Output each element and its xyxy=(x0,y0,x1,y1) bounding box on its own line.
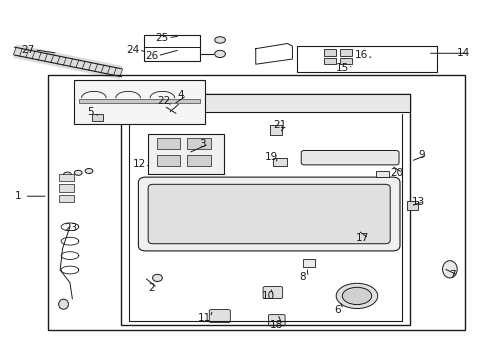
Text: 23: 23 xyxy=(64,222,78,233)
Bar xyxy=(187,138,210,149)
Ellipse shape xyxy=(342,287,371,305)
Bar xyxy=(157,138,180,149)
Bar xyxy=(148,134,224,174)
Bar xyxy=(338,226,356,236)
Text: 11: 11 xyxy=(197,312,211,323)
FancyBboxPatch shape xyxy=(301,150,398,165)
Bar xyxy=(157,155,180,166)
Ellipse shape xyxy=(214,50,225,58)
Text: 12: 12 xyxy=(132,159,146,169)
Bar xyxy=(375,171,388,177)
Bar xyxy=(92,114,102,121)
FancyBboxPatch shape xyxy=(268,315,285,326)
FancyBboxPatch shape xyxy=(138,177,399,251)
Text: 5: 5 xyxy=(87,107,94,117)
Text: 25: 25 xyxy=(155,33,169,43)
Ellipse shape xyxy=(152,274,162,282)
Text: 9: 9 xyxy=(417,150,424,160)
FancyBboxPatch shape xyxy=(263,287,282,298)
Text: 6: 6 xyxy=(333,305,340,315)
Bar xyxy=(339,58,351,64)
Ellipse shape xyxy=(85,168,93,174)
Text: 16: 16 xyxy=(354,50,368,60)
Text: 21: 21 xyxy=(272,120,286,130)
Text: 26: 26 xyxy=(144,51,158,61)
Bar xyxy=(303,259,315,267)
Ellipse shape xyxy=(442,261,456,278)
Bar xyxy=(339,49,351,56)
Bar xyxy=(324,49,336,56)
Bar xyxy=(59,195,74,202)
Ellipse shape xyxy=(183,147,192,154)
Text: 15: 15 xyxy=(335,63,348,73)
Text: 4: 4 xyxy=(177,90,184,100)
Bar xyxy=(144,35,200,61)
Text: 8: 8 xyxy=(298,272,305,282)
Ellipse shape xyxy=(336,283,377,309)
Text: 19: 19 xyxy=(264,152,278,162)
Ellipse shape xyxy=(214,37,225,43)
Text: 17: 17 xyxy=(355,233,369,243)
Text: 20: 20 xyxy=(390,168,403,178)
Bar xyxy=(269,125,282,135)
FancyBboxPatch shape xyxy=(148,184,389,244)
Bar xyxy=(297,46,436,72)
Ellipse shape xyxy=(59,299,68,309)
Text: 13: 13 xyxy=(410,197,424,207)
Text: 27: 27 xyxy=(21,45,35,55)
Bar xyxy=(272,158,286,166)
Bar xyxy=(121,94,409,325)
Text: 1: 1 xyxy=(15,191,22,201)
Text: 2: 2 xyxy=(148,283,155,293)
Text: 14: 14 xyxy=(456,48,469,58)
Text: 7: 7 xyxy=(448,270,455,280)
Bar xyxy=(187,155,210,166)
Text: 3: 3 xyxy=(199,139,206,149)
Bar xyxy=(48,75,464,330)
FancyBboxPatch shape xyxy=(209,310,230,323)
Text: 22: 22 xyxy=(157,96,170,106)
Bar xyxy=(121,94,409,112)
Text: 24: 24 xyxy=(126,45,140,55)
Ellipse shape xyxy=(74,170,82,175)
Bar xyxy=(344,218,358,225)
Bar xyxy=(79,99,200,103)
Bar xyxy=(59,174,74,181)
Bar xyxy=(324,58,336,64)
Bar xyxy=(59,184,74,192)
Text: 10: 10 xyxy=(261,291,274,301)
Bar xyxy=(406,201,417,210)
Bar xyxy=(74,80,205,124)
Ellipse shape xyxy=(63,172,71,177)
Text: 18: 18 xyxy=(269,320,283,330)
Ellipse shape xyxy=(142,106,157,117)
